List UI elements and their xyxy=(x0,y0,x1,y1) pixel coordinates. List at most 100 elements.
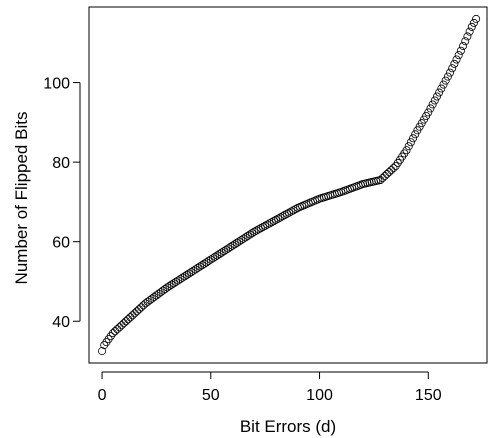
data-point xyxy=(443,72,452,81)
data-point xyxy=(137,303,146,312)
data-point xyxy=(441,76,450,85)
data-point xyxy=(272,215,281,224)
data-point xyxy=(230,240,239,249)
data-point xyxy=(163,283,172,292)
data-point xyxy=(100,341,109,350)
data-point xyxy=(139,301,148,310)
y-axis-label: Number of Flipped Bits xyxy=(12,112,31,285)
data-point xyxy=(185,269,194,278)
data-point xyxy=(256,224,265,233)
data-point xyxy=(289,206,298,215)
data-point xyxy=(291,205,300,214)
data-point xyxy=(174,276,183,285)
data-point xyxy=(456,46,465,55)
x-tick-label: 100 xyxy=(306,387,333,404)
data-point xyxy=(202,258,211,267)
data-point xyxy=(250,227,259,236)
data-point xyxy=(430,96,439,105)
data-point xyxy=(117,321,126,330)
data-point xyxy=(108,329,117,338)
data-point xyxy=(106,332,115,341)
data-point xyxy=(104,335,113,344)
data-point xyxy=(102,338,111,347)
data-point xyxy=(463,32,472,41)
data-point xyxy=(387,166,396,175)
data-point xyxy=(472,14,481,23)
data-point xyxy=(465,27,474,36)
data-point xyxy=(169,279,178,288)
data-point xyxy=(161,285,170,294)
data-point xyxy=(235,237,244,246)
data-point xyxy=(200,259,209,268)
data-point xyxy=(211,252,220,261)
data-point xyxy=(237,236,246,245)
data-point xyxy=(182,270,191,279)
data-point xyxy=(263,220,272,229)
data-point xyxy=(411,130,420,139)
data-point xyxy=(426,104,435,113)
y-tick-label: 60 xyxy=(52,235,70,252)
data-point xyxy=(382,170,391,179)
data-point xyxy=(402,146,411,155)
data-point xyxy=(135,305,144,314)
data-point xyxy=(130,309,139,318)
x-tick-label: 50 xyxy=(202,387,220,404)
data-point xyxy=(285,208,294,217)
data-point xyxy=(219,247,228,256)
data-point xyxy=(280,211,289,220)
data-points-layer xyxy=(98,14,481,356)
plot-frame xyxy=(88,6,488,364)
data-point xyxy=(252,226,261,235)
data-point xyxy=(126,313,135,322)
data-point xyxy=(261,221,270,230)
data-point xyxy=(228,241,237,250)
data-point xyxy=(459,41,468,50)
data-point xyxy=(389,164,398,173)
data-point xyxy=(276,213,285,222)
data-point xyxy=(239,234,248,243)
data-point xyxy=(128,311,137,320)
data-point xyxy=(406,138,415,147)
data-point xyxy=(452,55,461,64)
data-point xyxy=(171,277,180,286)
data-point xyxy=(115,323,124,332)
data-point xyxy=(376,176,385,185)
data-point xyxy=(265,219,274,228)
data-point xyxy=(267,218,276,227)
data-point xyxy=(208,254,217,263)
data-point xyxy=(450,59,459,68)
data-point xyxy=(282,209,291,218)
data-point xyxy=(167,280,176,289)
data-point xyxy=(245,230,254,239)
data-point xyxy=(193,263,202,272)
data-point xyxy=(454,51,463,60)
data-point xyxy=(113,325,122,334)
data-point xyxy=(213,251,222,260)
data-point xyxy=(439,80,448,89)
data-point xyxy=(278,212,287,221)
y-tick-label: 40 xyxy=(52,314,70,331)
data-point xyxy=(217,248,226,257)
data-point xyxy=(195,262,204,271)
data-point xyxy=(274,214,283,223)
data-point xyxy=(241,233,250,242)
data-point xyxy=(189,266,198,275)
data-point xyxy=(243,231,252,240)
data-point xyxy=(165,282,174,291)
x-tick-label: 150 xyxy=(415,387,442,404)
data-point xyxy=(467,22,476,31)
data-point xyxy=(204,256,213,265)
data-point xyxy=(222,245,231,254)
data-point xyxy=(178,273,187,282)
data-point xyxy=(224,244,233,253)
x-tick-label: 0 xyxy=(98,387,107,404)
data-point xyxy=(380,172,389,181)
data-point xyxy=(258,222,267,231)
data-point xyxy=(111,327,120,336)
data-point xyxy=(180,272,189,281)
data-point xyxy=(132,307,141,316)
data-point xyxy=(269,216,278,225)
data-point xyxy=(198,261,207,270)
data-point xyxy=(287,207,296,216)
